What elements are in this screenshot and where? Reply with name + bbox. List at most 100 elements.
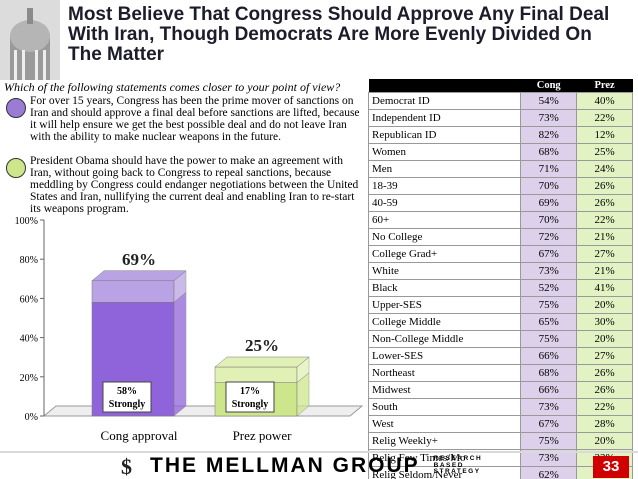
row-label: Black bbox=[367, 278, 522, 297]
table-header: Cong Prez bbox=[368, 79, 633, 92]
option-president-swatch bbox=[6, 158, 26, 178]
cong-value: 52% bbox=[520, 278, 578, 297]
x-category-label: Cong approval bbox=[101, 428, 178, 443]
bar-total-label: 69% bbox=[122, 250, 156, 269]
mellman-logo: $ THE MELLMAN GROUP RESEARCH BASED STRAT… bbox=[118, 454, 482, 478]
dollar-sign-icon: $ bbox=[121, 455, 132, 477]
y-tick-label: 40% bbox=[20, 334, 38, 345]
logo-tagline: RESEARCH BASED STRATEGY bbox=[434, 456, 482, 476]
prez-value: 30% bbox=[576, 312, 633, 331]
cong-value: 72% bbox=[520, 227, 578, 246]
header: Most Believe That Congress Should Approv… bbox=[0, 0, 638, 80]
y-tick-label: 20% bbox=[20, 373, 38, 384]
row-label: Upper-SES bbox=[367, 295, 522, 314]
y-tick-label: 60% bbox=[20, 294, 38, 305]
cong-value: 70% bbox=[520, 210, 578, 229]
prez-value: 26% bbox=[576, 193, 633, 212]
row-label: Relig Seldom/Never bbox=[367, 465, 522, 479]
table-row: Relig Weekly+ 75% 20% bbox=[367, 431, 633, 450]
y-tick-label: 100% bbox=[15, 216, 38, 227]
cong-value: 73% bbox=[520, 261, 578, 280]
strongly-value: 17% bbox=[240, 386, 260, 397]
cong-value: 73% bbox=[520, 397, 578, 416]
cong-value: 62% bbox=[520, 465, 578, 479]
prez-value: 22% bbox=[576, 108, 633, 127]
strongly-box bbox=[225, 381, 275, 413]
bar-total-label: 25% bbox=[245, 336, 279, 355]
bar-top bbox=[214, 356, 310, 368]
row-label: 18-39 bbox=[367, 176, 522, 195]
prez-value: 20% bbox=[576, 431, 633, 450]
tagline-line: BASED bbox=[433, 461, 464, 469]
cong-value: 66% bbox=[520, 380, 578, 399]
strongly-box bbox=[102, 381, 152, 413]
prez-value: 24% bbox=[576, 159, 633, 178]
row-label: Women bbox=[367, 142, 522, 161]
cong-value: 67% bbox=[520, 244, 578, 263]
table-header-cong: Cong bbox=[520, 79, 577, 92]
tagline-line: STRATEGY bbox=[433, 468, 481, 476]
prez-value: 40% bbox=[576, 91, 633, 110]
table-row: 18-39 70% 26% bbox=[367, 176, 633, 195]
option-congress-text: For over 15 years, Congress has been the… bbox=[30, 95, 360, 143]
table-row: Republican ID 82% 12% bbox=[367, 125, 633, 144]
table-row: Women 68% 25% bbox=[367, 142, 633, 161]
logo-text: THE MELLMAN GROUP bbox=[150, 454, 420, 477]
table-row: College Middle 65% 30% bbox=[367, 312, 633, 331]
row-label: Independent ID bbox=[367, 108, 522, 127]
survey-question: Which of the following statements comes … bbox=[4, 80, 341, 94]
cong-value: 70% bbox=[520, 176, 578, 195]
cong-value: 66% bbox=[520, 346, 578, 365]
capitol-dome-image bbox=[0, 0, 60, 80]
row-label: Republican ID bbox=[367, 125, 522, 144]
prez-value: 26% bbox=[576, 176, 633, 195]
prez-value: 22% bbox=[576, 397, 633, 416]
row-label: Democrat ID bbox=[367, 91, 522, 110]
cong-value: 65% bbox=[520, 312, 578, 331]
cong-value: 67% bbox=[520, 414, 578, 433]
table-row: Black 52% 41% bbox=[367, 278, 633, 297]
prez-value: 20% bbox=[576, 329, 633, 348]
table-row: Independent ID 73% 22% bbox=[367, 108, 633, 127]
row-label: 60+ bbox=[367, 210, 522, 229]
row-label: Northeast bbox=[367, 363, 522, 382]
option-president-text: President Obama should have the power to… bbox=[30, 155, 359, 215]
table-row: Democrat ID 54% 40% bbox=[367, 91, 633, 110]
bar-side bbox=[173, 291, 187, 417]
row-label: Midwest bbox=[367, 380, 522, 399]
row-label: Relig Weekly+ bbox=[367, 431, 522, 450]
strongly-word: Strongly bbox=[232, 399, 269, 410]
prez-value: 27% bbox=[576, 244, 633, 263]
table-row: Lower-SES 66% 27% bbox=[367, 346, 633, 365]
table-row: College Grad+ 67% 27% bbox=[367, 244, 633, 263]
page-number: 33 bbox=[593, 456, 629, 478]
table-header-prez: Prez bbox=[576, 79, 633, 92]
table-row: Northeast 68% 26% bbox=[367, 363, 633, 382]
prez-value: 21% bbox=[576, 261, 633, 280]
table-row: 40-59 69% 26% bbox=[367, 193, 633, 212]
prez-value: 20% bbox=[576, 295, 633, 314]
cong-value: 69% bbox=[520, 193, 578, 212]
table-row: South 73% 22% bbox=[367, 397, 633, 416]
table-row: Upper-SES 75% 20% bbox=[367, 295, 633, 314]
bar-chart: 0% 20% 40% 60% 80% 100% 69% 58% Strongly Cong app… bbox=[15, 216, 364, 443]
cong-value: 75% bbox=[520, 431, 578, 450]
cong-value: 68% bbox=[520, 363, 578, 382]
cong-value: 73% bbox=[520, 108, 578, 127]
table-row: Men 71% 24% bbox=[367, 159, 633, 178]
chart-floor bbox=[42, 405, 364, 417]
subgroup-table: Cong Prez Democrat ID 54% 40% Independent ID… bbox=[367, 79, 633, 479]
row-label: West bbox=[367, 414, 522, 433]
strongly-word: Strongly bbox=[109, 399, 146, 410]
prez-value: 26% bbox=[576, 380, 633, 399]
cong-value: 54% bbox=[520, 91, 578, 110]
cong-value: 75% bbox=[520, 329, 578, 348]
row-label: Lower-SES bbox=[367, 346, 522, 365]
row-label: White bbox=[367, 261, 522, 280]
row-label: Non-College Middle bbox=[367, 329, 522, 348]
prez-value: 26% bbox=[576, 363, 633, 382]
row-label: No College bbox=[367, 227, 522, 246]
strongly-value: 58% bbox=[117, 386, 137, 397]
table-row: Midwest 66% 26% bbox=[367, 380, 633, 399]
y-tick-label: 80% bbox=[20, 255, 38, 266]
